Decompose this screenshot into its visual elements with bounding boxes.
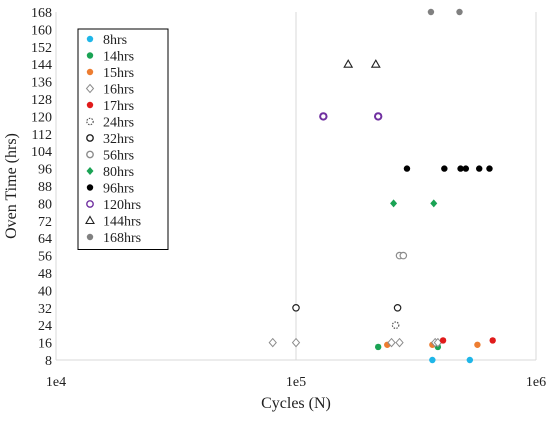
data-point: [391, 321, 400, 330]
data-point: [476, 165, 483, 172]
y-tick-label: 104: [31, 145, 52, 160]
data-point: [390, 199, 398, 208]
y-tick-label: 160: [31, 23, 52, 38]
data-point: [319, 112, 328, 121]
legend-label: 16hrs: [103, 83, 134, 98]
data-point: [393, 303, 402, 312]
y-tick-label: 136: [31, 76, 52, 91]
y-tick-label: 24: [38, 319, 52, 334]
legend-marker: [86, 184, 94, 191]
legend-label: 168hrs: [103, 231, 141, 246]
data-point: [403, 165, 411, 172]
legend-label: 56hrs: [103, 149, 134, 164]
y-axis-title: Oven Time (hrs): [3, 133, 20, 239]
data-point: [370, 59, 381, 68]
y-tick-label: 32: [38, 302, 52, 317]
x-tick-labels: 1e4 1e5 1e6: [46, 375, 546, 390]
data-point: [427, 8, 435, 16]
legend-marker: [86, 134, 94, 142]
legend-label: 80hrs: [103, 165, 134, 180]
data-point: [373, 112, 383, 121]
data-point: [292, 303, 300, 312]
data-point: [268, 337, 277, 348]
data-point: [399, 251, 408, 260]
y-tick-labels: 8 16 24 32 40 48 56 64 72 80 88 96 104 112 120 128 136 14…: [31, 6, 52, 369]
y-tick-label: 16: [38, 337, 52, 352]
data-point: [374, 343, 382, 351]
legend-label: 96hrs: [103, 182, 134, 197]
y-tick-label: 8: [45, 354, 52, 369]
y-tick-label: 64: [38, 232, 52, 247]
legend-label: 120hrs: [103, 198, 141, 213]
data-points: [268, 8, 496, 364]
y-tick-label: 40: [38, 284, 52, 299]
legend-label: 14hrs: [103, 50, 134, 65]
y-tick-label: 88: [38, 180, 52, 195]
y-tick-label: 80: [38, 197, 52, 212]
y-tick-label: 128: [31, 93, 52, 108]
legend-marker: [86, 167, 94, 175]
data-point: [429, 356, 436, 364]
y-tick-label: 168: [31, 6, 52, 21]
data-point: [291, 337, 301, 348]
data-point: [474, 341, 481, 348]
legend-marker: [86, 101, 94, 109]
y-tick-label: 152: [31, 41, 52, 56]
legend-label: 24hrs: [103, 116, 134, 131]
y-tick-label: 96: [38, 163, 52, 178]
data-point: [489, 337, 496, 344]
x-tick-label: 1e4: [46, 375, 66, 390]
data-point: [441, 165, 448, 172]
data-point: [395, 337, 404, 348]
legend-marker: [86, 68, 94, 76]
x-tick-label: 1e5: [286, 375, 306, 390]
legend-label: 15hrs: [103, 66, 134, 81]
y-tick-label: 72: [38, 215, 52, 230]
legend-marker: [86, 35, 94, 43]
legend-marker: [85, 215, 95, 225]
x-axis-title: Cycles (N): [261, 395, 331, 412]
y-tick-label: 120: [31, 110, 52, 125]
data-point: [387, 337, 396, 348]
data-point: [343, 59, 354, 68]
legend-marker: [86, 233, 94, 241]
data-point: [439, 337, 447, 344]
data-point: [456, 8, 463, 16]
legend-marker: [86, 52, 94, 59]
data-point: [486, 165, 493, 172]
legend-label: 144hrs: [103, 215, 141, 230]
y-tick-label: 48: [38, 267, 52, 282]
x-tick-label: 1e6: [526, 375, 546, 390]
y-tick-label: 56: [38, 250, 52, 265]
legend-label: 32hrs: [103, 132, 134, 147]
data-point: [466, 356, 474, 364]
legend-marker: [86, 200, 94, 208]
data-point: [462, 165, 470, 172]
legend-marker: [86, 117, 94, 126]
legend-marker: [85, 83, 95, 94]
y-tick-label: 112: [32, 128, 52, 143]
y-tick-label: 144: [31, 58, 52, 73]
axes: [55, 12, 536, 361]
data-point: [457, 165, 464, 172]
legend-marker: [86, 150, 94, 159]
legend-label: 17hrs: [103, 99, 134, 114]
data-point: [430, 199, 438, 208]
legend-label: 8hrs: [103, 33, 127, 48]
